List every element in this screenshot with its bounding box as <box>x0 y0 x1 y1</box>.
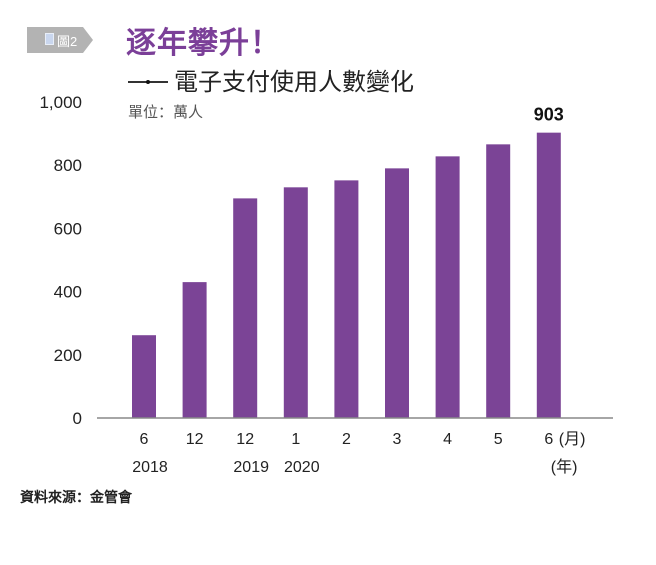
bar <box>182 282 207 418</box>
bar <box>486 144 511 418</box>
bar <box>283 187 308 418</box>
y-tick-label: 800 <box>54 156 82 175</box>
x-year-label: 2018 <box>132 459 168 476</box>
x-tick-label: 2 <box>342 431 351 448</box>
unit-label: 單位：萬人 <box>128 104 204 121</box>
y-tick-label: 0 <box>73 409 82 428</box>
dash-decoration <box>128 79 168 84</box>
bar <box>435 156 460 419</box>
figure-number: 圖2 <box>57 34 78 49</box>
y-tick-label: 400 <box>54 283 82 302</box>
x-tick-label: 12 <box>186 431 204 448</box>
x-year-label: 2020 <box>284 459 320 476</box>
x-tick-label: 6 <box>544 431 553 448</box>
figure-badge: 圖2 <box>27 27 93 53</box>
x-tick-label: 12 <box>236 431 254 448</box>
x-tick-label: 3 <box>393 431 402 448</box>
y-tick-label: 200 <box>54 346 82 365</box>
bar <box>334 180 359 418</box>
bar <box>385 168 409 418</box>
data-label: 903 <box>534 105 564 125</box>
figure-icon <box>45 33 54 45</box>
source-note: 資料來源：金管會 <box>20 489 132 505</box>
x-tick-label: 5 <box>494 431 503 448</box>
badge-arrow-shape <box>27 27 93 53</box>
x-tick-label: 1 <box>291 431 300 448</box>
x-tick-label: 4 <box>443 431 452 448</box>
bar <box>132 335 156 418</box>
x-tick-label: 6 <box>140 431 149 448</box>
subtitle-text: 電子支付使用人數變化 <box>174 69 414 96</box>
x-unit-month: (月) <box>559 431 586 448</box>
x-year-label: 2019 <box>233 459 269 476</box>
chart-title: 逐年攀升！ <box>126 26 281 61</box>
y-tick-label: 1,000 <box>39 93 82 112</box>
x-unit-year: (年) <box>551 458 578 476</box>
bar <box>233 198 258 418</box>
chart-subtitle: 電子支付使用人數變化 <box>128 62 414 97</box>
y-tick-label: 600 <box>54 219 82 238</box>
bar <box>536 132 561 419</box>
